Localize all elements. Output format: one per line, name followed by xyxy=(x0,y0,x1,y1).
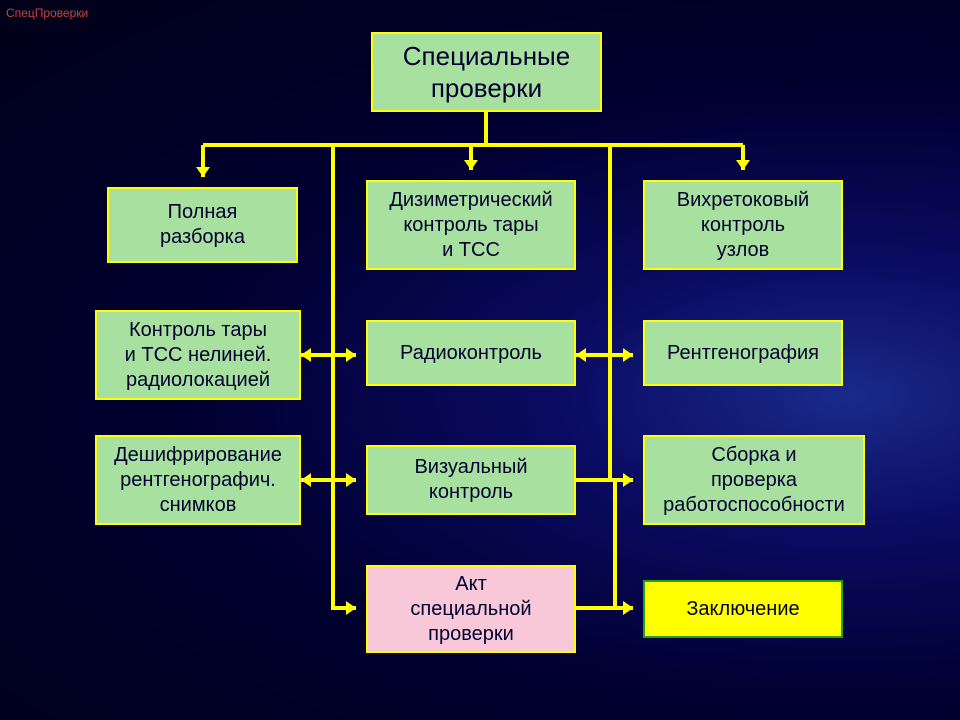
node-r1c1: Полная разборка xyxy=(107,187,298,263)
node-r2c1: Контроль тары и ТСС нелиней. радиолокаци… xyxy=(95,310,301,400)
node-r2c3: Рентгенография xyxy=(643,320,843,386)
node-r4c2: Акт специальной проверки xyxy=(366,565,576,653)
node-r3c1: Дешифрирование рентгенографич. снимков xyxy=(95,435,301,525)
node-r2c2: Радиоконтроль xyxy=(366,320,576,386)
node-r1c3: Вихретоковый контроль узлов xyxy=(643,180,843,270)
node-r3c2: Визуальный контроль xyxy=(366,445,576,515)
page-title: СпецПроверки xyxy=(6,6,88,20)
node-title: Специальные проверки xyxy=(371,32,602,112)
node-r3c3: Сборка и проверка работоспособности xyxy=(643,435,865,525)
node-r4c3: Заключение xyxy=(643,580,843,638)
node-r1c2: Дизиметрический контроль тары и ТСС xyxy=(366,180,576,270)
